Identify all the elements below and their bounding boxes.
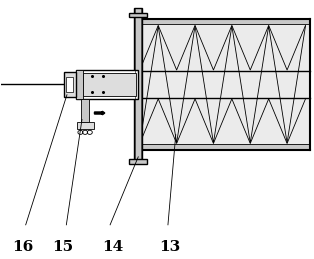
Bar <box>66 77 73 92</box>
Bar <box>83 73 136 96</box>
Text: 14: 14 <box>103 240 124 254</box>
FancyArrow shape <box>95 111 105 115</box>
Text: 15: 15 <box>53 240 74 254</box>
Bar <box>129 159 147 164</box>
Text: 13: 13 <box>159 240 180 254</box>
Bar <box>76 70 83 99</box>
Text: 16: 16 <box>12 240 33 254</box>
Bar <box>77 122 94 129</box>
Bar <box>81 99 89 122</box>
Bar <box>129 12 147 17</box>
Bar <box>138 24 310 145</box>
Bar <box>134 9 142 163</box>
Bar <box>138 19 310 24</box>
Bar <box>138 145 310 150</box>
Bar <box>64 71 76 97</box>
Bar <box>76 70 138 99</box>
